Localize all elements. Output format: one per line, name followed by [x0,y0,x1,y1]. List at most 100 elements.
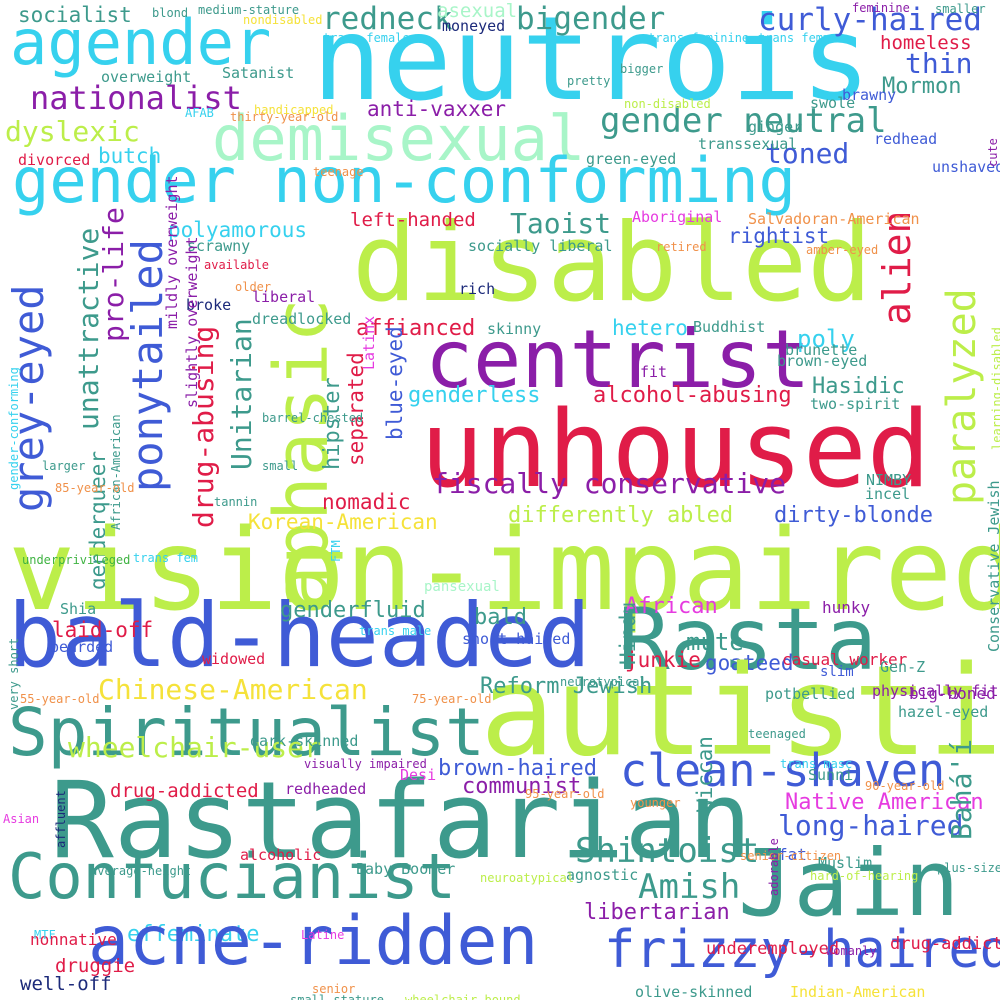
cloud-word: rich [459,282,495,297]
cloud-word: small-stature [290,994,384,1000]
cloud-word: younger [630,797,681,809]
cloud-word: hetero [612,318,688,339]
cloud-word: womanly [826,945,877,957]
cloud-word: gender-conforming [8,367,20,490]
cloud-word: 95-year-old [525,788,604,800]
cloud-word: fit [640,365,667,380]
cloud-word: small [262,460,298,472]
cloud-word: socialist [18,5,132,26]
cloud-word: Bahá'í [948,739,976,840]
cloud-word: neuroatypical [480,872,574,884]
cloud-word: Salvadoran-American [748,212,920,227]
cloud-word: acne-ridden [88,908,538,976]
cloud-word: slightly overweight [185,236,200,408]
cloud-word: underemployed [706,941,839,958]
cloud-word: wheelchair-bound [405,994,521,1000]
cloud-word: brawny [842,88,896,103]
cloud-word: nondisabled [243,14,322,26]
cloud-word: hunky [822,600,870,616]
cloud-word: alcoholic [240,848,321,863]
cloud-word: bald [474,607,527,629]
cloud-word: Latinx [362,316,377,370]
cloud-word: redhead [874,132,937,147]
cloud-word: alcohol-abusing [593,385,792,407]
cloud-word: paralyzed [942,288,982,505]
cloud-word: senior-citizen [740,850,841,862]
cloud-word: bigger [620,63,663,75]
cloud-word: older [235,281,271,293]
cloud-word: ginger [748,120,802,135]
cloud-word: Hindu [618,602,639,665]
cloud-word: smaller [935,3,986,15]
cloud-word: FTM [330,540,342,562]
cloud-word: Latine [301,929,344,941]
cloud-word: short-haired [462,632,570,647]
cloud-word: teenaged [748,728,806,740]
cloud-word: big-boned [909,686,996,702]
cloud-word: incel [865,487,910,502]
cloud-word: trans fem [133,552,198,564]
cloud-word: feminine [852,2,910,14]
cloud-word: potbellied [765,687,855,702]
cloud-word: dyslexic [5,118,140,146]
cloud-word: hazel-eyed [898,705,988,720]
cloud-word: trans femme [758,32,837,44]
cloud-word: African-American [110,414,122,530]
cloud-word: genderfluid [280,600,426,622]
cloud-word: affluent [55,790,67,848]
cloud-word: drug-addict [890,936,1000,953]
cloud-word: bigender [516,4,665,35]
cloud-word: socially liberal [468,239,613,254]
cloud-word: drug-addicted [110,782,259,801]
cloud-word: Baby Boomer [356,862,455,877]
cloud-word: blue-eyed [385,326,406,440]
cloud-word: anti-vaxxer [367,99,506,120]
cloud-word: neurotypical [560,676,647,688]
cloud-word: genderless [408,385,540,407]
cloud-word: left-handed [350,211,476,230]
cloud-word: dark-skinned [250,734,358,749]
cloud-word: plus-sized [937,862,1000,874]
cloud-word: Wiccan [695,736,716,812]
cloud-word: Unitarian [228,318,256,470]
cloud-word: Conservative Jewish [987,480,1000,652]
cloud-word: agnostic [566,868,638,883]
cloud-word: well-off [20,975,112,994]
cloud-word: 75-year-old [412,693,491,705]
cloud-word: libertarian [584,902,730,924]
cloud-word: barrel-chested [262,412,363,424]
cloud-word: learning-disabled [991,327,1000,450]
cloud-word: AFAB [185,107,214,119]
cloud-word: adorable [768,838,780,896]
cloud-word: Satanist [222,66,294,81]
cloud-word: non-disabled [624,98,711,110]
cloud-word: larger [42,460,85,472]
cloud-word: trans male [359,625,431,637]
cloud-word: redheaded [285,782,366,797]
cloud-word: Asian [3,813,39,825]
cloud-word: tannin [214,496,257,508]
cloud-word: olive-skinned [635,985,752,1000]
cloud-word: pro-life [100,207,128,342]
cloud-word: overweight [101,70,191,85]
cloud-word: hard-of-hearing [810,870,918,882]
cloud-word: transsexual [698,137,797,152]
cloud-word: dreadlocked [252,312,351,327]
cloud-word: 90-year-old [865,780,944,792]
cloud-word: trans female [323,32,410,44]
cloud-word: green-eyed [586,152,676,167]
cloud-word: Aboriginal [632,210,722,225]
cloud-word: Indian-American [790,985,925,1000]
cloud-word: pansexual [424,580,500,594]
cloud-word: NIMBY [866,473,911,488]
cloud-word: Buddhist [693,320,765,335]
cloud-word: average-height [90,865,191,877]
cloud-word: very short [8,638,20,710]
cloud-word: widowed [202,652,265,667]
cloud-word: Taoist [510,210,611,238]
cloud-word: retired [656,241,707,253]
cloud-word: underprivileged [22,554,130,566]
cloud-word: amber-eyed [806,244,878,256]
cloud-word: teenage [313,166,364,178]
